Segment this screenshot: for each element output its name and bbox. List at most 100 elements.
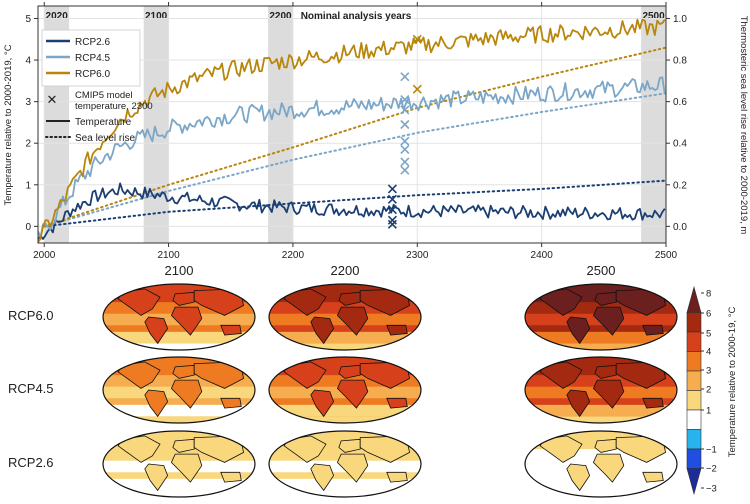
cross-stroke-b bbox=[387, 184, 397, 194]
continent-0 bbox=[117, 361, 161, 389]
cmip5-marker-rcp4-5-1 bbox=[400, 94, 410, 105]
shaded-period-label-2020: 2020 bbox=[46, 11, 69, 22]
continent-0 bbox=[117, 288, 161, 316]
map-outline-rcp4-5-2500 bbox=[524, 356, 678, 424]
y-axis-label-right: Thermosteric sea level rise relative to … bbox=[738, 16, 749, 235]
y-tick-label-right-0.4: 0.4 bbox=[673, 139, 687, 150]
continent-5 bbox=[642, 324, 664, 336]
series-sea-level-rcp2-6 bbox=[43, 179, 666, 228]
annotation-title: Nominal analysis years bbox=[301, 11, 412, 22]
colorbar-tick-label-7: −1 bbox=[706, 445, 717, 456]
map-band-south bbox=[269, 331, 421, 344]
colorbar-segment-1 bbox=[686, 312, 702, 333]
continent-5 bbox=[220, 471, 242, 483]
legend-cross-marker: ✕ bbox=[47, 92, 58, 107]
cmip5-marker-rcp2-6-1 bbox=[387, 194, 397, 204]
x-tick-label-2500: 2500 bbox=[655, 250, 678, 261]
continent-1 bbox=[310, 389, 335, 418]
map-band-antarctic bbox=[269, 343, 421, 350]
row-label-rcp26: RCP2.6 bbox=[8, 455, 54, 470]
legend-label-sea-level: Sea level rise bbox=[75, 133, 135, 144]
map-outline-rcp6-0-2500 bbox=[524, 283, 678, 351]
y-tick-label-left-2: 2 bbox=[25, 139, 31, 150]
cmip5-marker-rcp4-5-2 bbox=[400, 105, 410, 115]
map-band-south bbox=[269, 404, 421, 417]
cmip5-marker-rcp2-6-3 bbox=[387, 215, 397, 225]
maps bbox=[102, 283, 678, 498]
map-band-antarctic bbox=[269, 490, 421, 497]
continent-0 bbox=[539, 435, 583, 463]
cmip5-marker-rcp4-5-3 bbox=[400, 119, 410, 130]
map-rcp6-0-2500 bbox=[525, 284, 677, 350]
row-label-rcp45: RCP4.5 bbox=[8, 381, 54, 396]
colorbar: 8 6 5 4 3 2 1 −1 −2 −3 bbox=[686, 285, 717, 496]
map-outline-rcp4-5-2100 bbox=[102, 356, 256, 424]
continent-2 bbox=[594, 438, 617, 453]
series-temperature-rcp2-6 bbox=[38, 182, 666, 240]
map-band-antarctic bbox=[269, 416, 421, 423]
cmip5-marker-rcp2-6-4 bbox=[387, 219, 397, 229]
continent-0 bbox=[283, 435, 327, 463]
colorbar-tick-label-8: −2 bbox=[706, 464, 717, 475]
y-tick-label-left-0: 0 bbox=[25, 222, 31, 233]
continent-3 bbox=[170, 453, 203, 483]
y-tick-label-right-0.2: 0.2 bbox=[673, 180, 687, 191]
sea-level-lines bbox=[43, 46, 666, 228]
cmip5-marker-rcp4-5-7 bbox=[400, 165, 410, 175]
shaded-period-2100 bbox=[143, 6, 169, 243]
colorbar-tick-label-5: 2 bbox=[706, 385, 711, 396]
map-outline-rcp2-6-2100 bbox=[102, 430, 256, 498]
continent-1 bbox=[144, 463, 169, 492]
continent-0 bbox=[539, 288, 583, 316]
map-outline-rcp6-0-2200 bbox=[268, 283, 422, 351]
continent-5 bbox=[386, 324, 408, 336]
legend-label-rcp45: RCP4.5 bbox=[75, 53, 110, 64]
shaded-period-label-2100: 2100 bbox=[145, 11, 168, 22]
cross-stroke-b bbox=[400, 72, 410, 82]
map-band-antarctic bbox=[103, 490, 255, 497]
map-grid: 2100 2200 2500 RCP6.0 RCP4.5 RCP2.6 8 6 5 4… bbox=[8, 263, 738, 498]
cmip5-marker-rcp4-5-0 bbox=[400, 72, 410, 82]
map-band-south bbox=[103, 404, 255, 417]
continent-1 bbox=[566, 316, 591, 345]
continent-1 bbox=[144, 389, 169, 418]
plot-frame bbox=[37, 5, 667, 244]
continent-1 bbox=[310, 316, 335, 345]
temperature-line-chart: 2020 2100 2200 2500 2000 2100 2200 2300 2400 250… bbox=[3, 2, 749, 261]
continent-2 bbox=[338, 438, 361, 453]
continent-2 bbox=[338, 364, 361, 379]
cmip5-marker-rcp4-5-5 bbox=[400, 144, 410, 155]
map-band-south bbox=[103, 331, 255, 344]
colorbar-segment-2 bbox=[686, 331, 702, 352]
continent-2 bbox=[338, 291, 361, 306]
colorbar-tick-label-4: 3 bbox=[706, 366, 711, 377]
row-label-rcp60: RCP6.0 bbox=[8, 308, 54, 323]
cross-stroke-b bbox=[400, 165, 410, 175]
x-tick-label-2000: 2000 bbox=[33, 250, 56, 261]
colorbar-segment-7 bbox=[686, 429, 702, 450]
continent-5 bbox=[642, 397, 664, 409]
continent-5 bbox=[642, 471, 664, 483]
column-title-2500: 2500 bbox=[587, 263, 616, 278]
map-band-antarctic bbox=[525, 490, 677, 497]
shaded-period-2500 bbox=[641, 6, 666, 243]
continent-0 bbox=[283, 288, 327, 316]
continent-0 bbox=[283, 361, 327, 389]
continent-0 bbox=[539, 361, 583, 389]
x-tick-label-2100: 2100 bbox=[157, 250, 180, 261]
continent-2 bbox=[594, 364, 617, 379]
continent-0 bbox=[117, 435, 161, 463]
map-rcp4-5-2500 bbox=[525, 357, 677, 423]
x-tick-label-2400: 2400 bbox=[531, 250, 554, 261]
y-tick-label-right-0: 0.0 bbox=[673, 222, 687, 233]
continent-3 bbox=[336, 379, 369, 409]
y-axis-label-left: Temperature relative to 2000-2019, °C bbox=[3, 44, 14, 205]
colorbar-segment-6 bbox=[686, 409, 702, 430]
map-band-south bbox=[103, 478, 255, 491]
colorbar-tick-label-9: −3 bbox=[706, 484, 717, 495]
map-outline-rcp4-5-2200 bbox=[268, 356, 422, 424]
legend-label-temperature: Temperature bbox=[75, 117, 132, 128]
continent-2 bbox=[172, 291, 195, 306]
cross-stroke-b bbox=[412, 84, 422, 94]
